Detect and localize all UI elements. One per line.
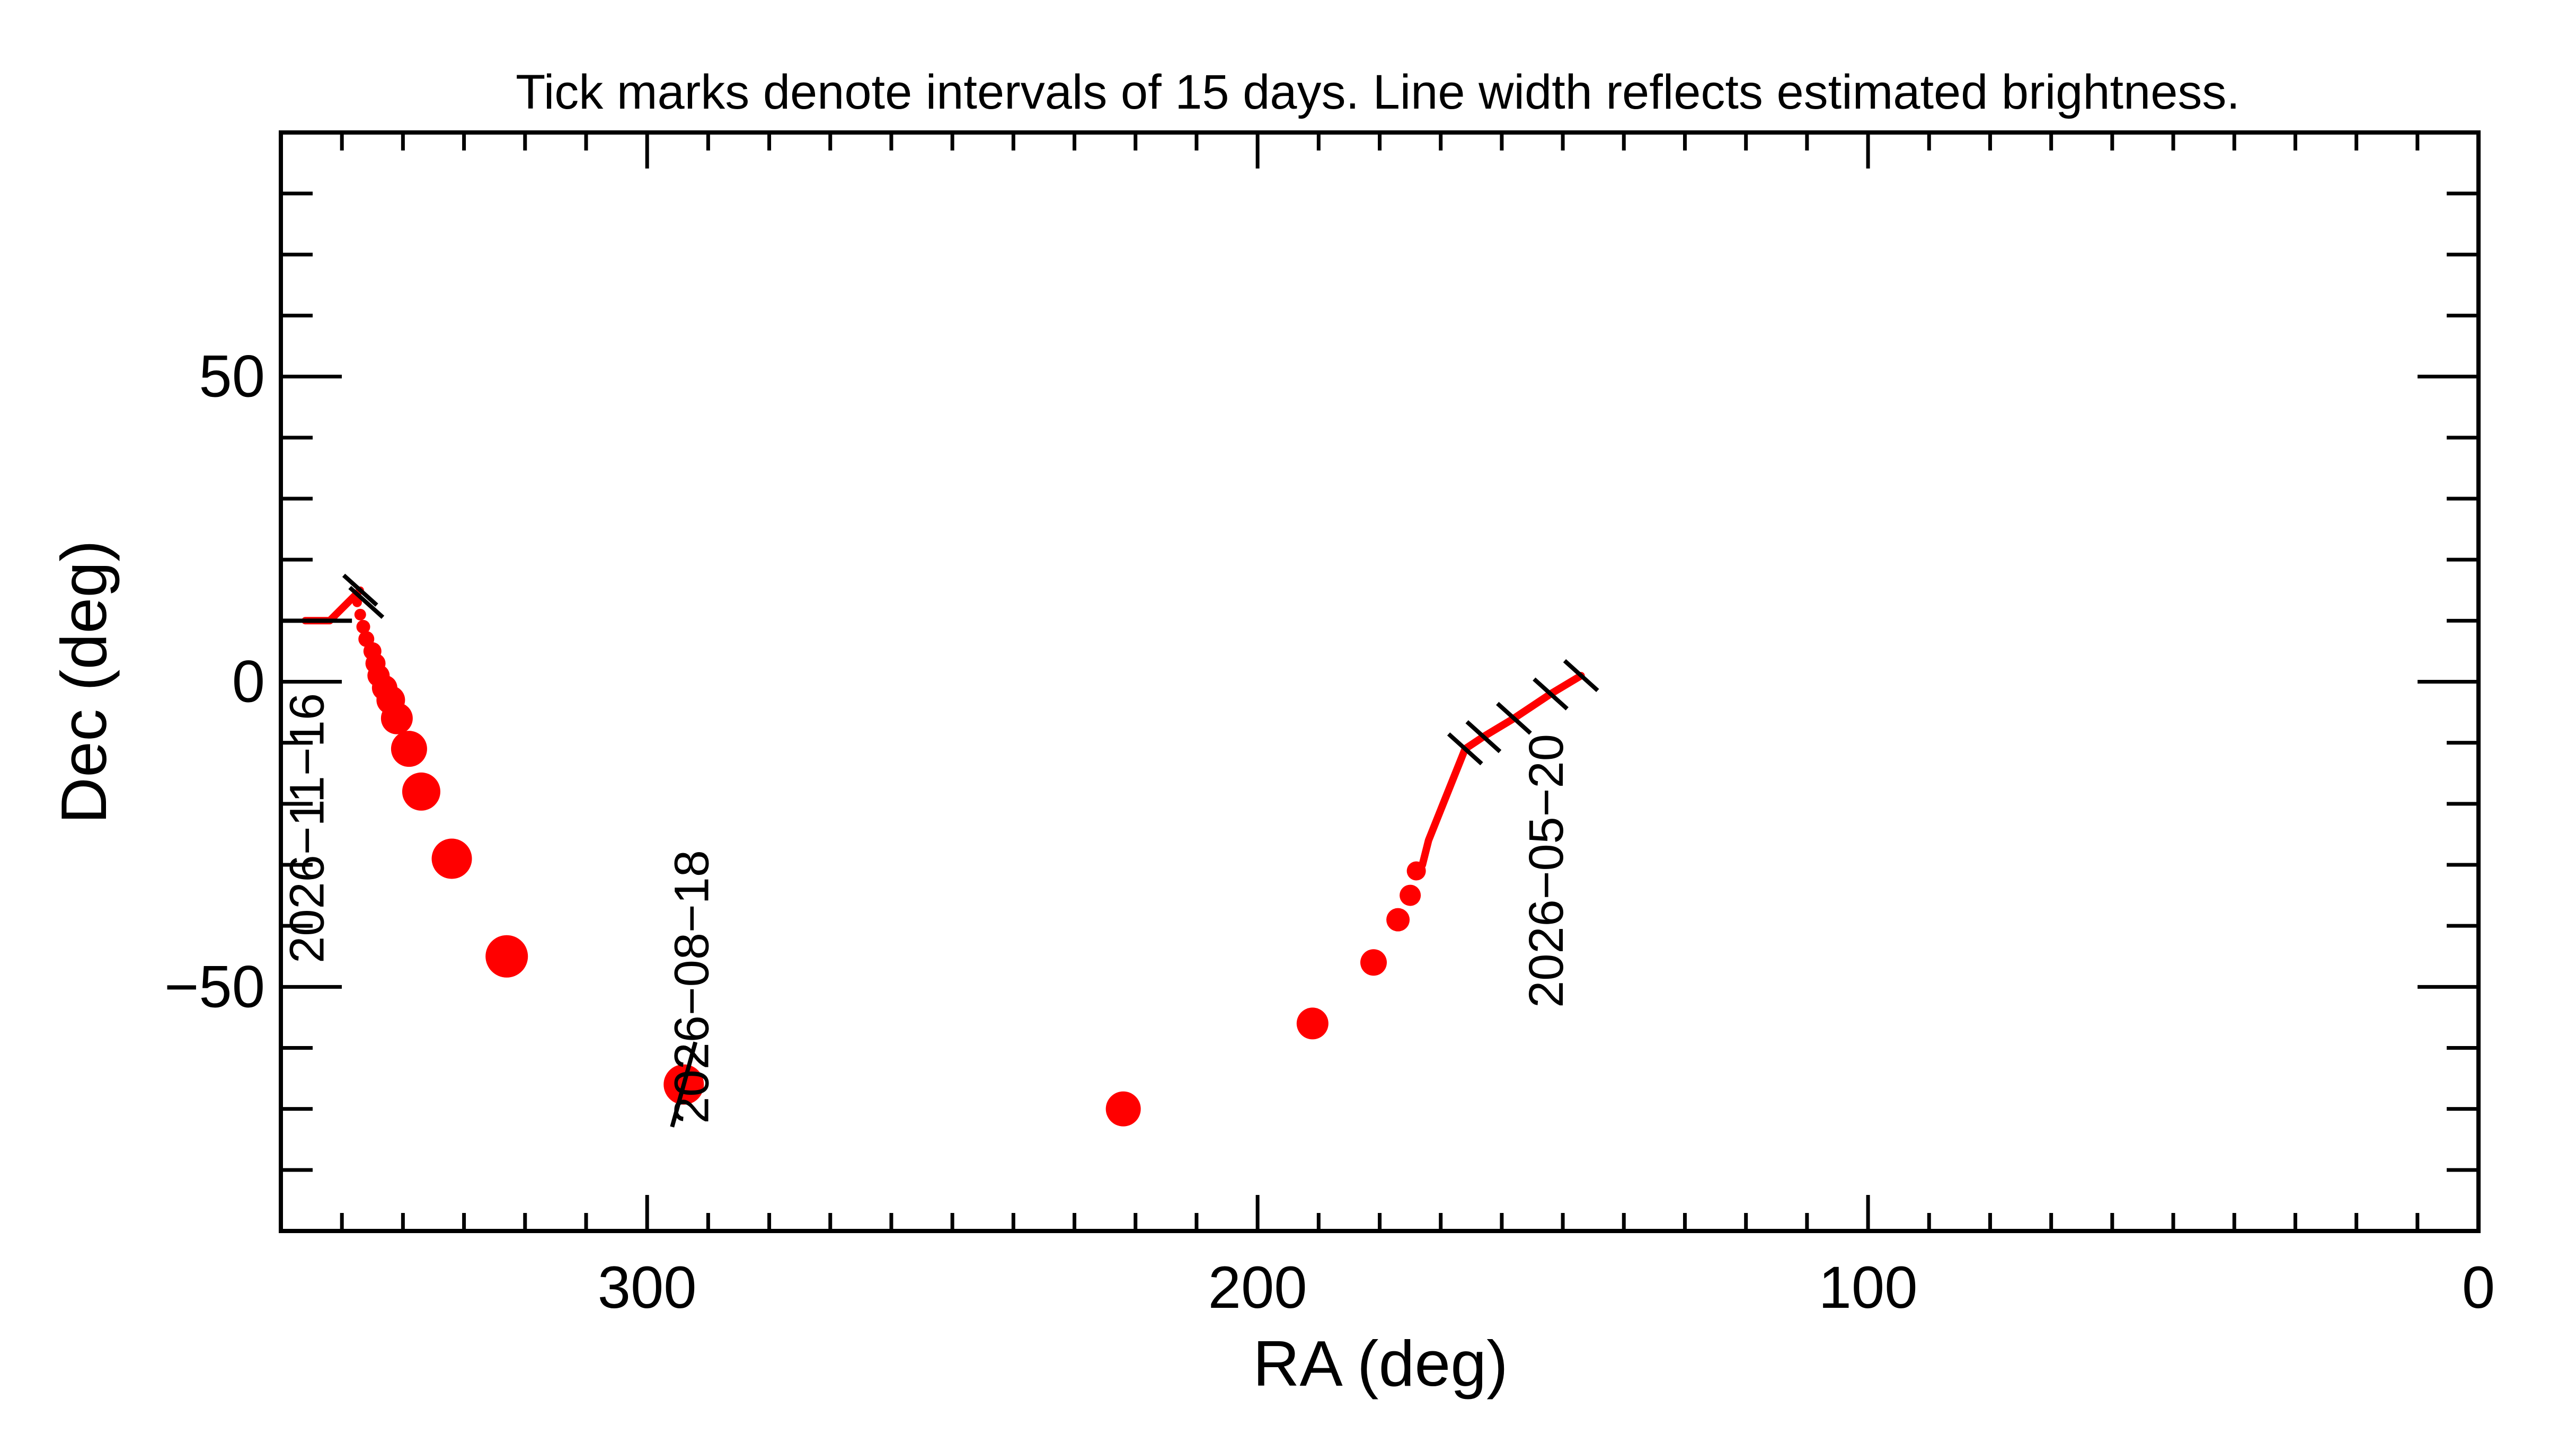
data-point — [1386, 908, 1410, 932]
data-point — [1296, 1007, 1329, 1040]
interval-tick — [348, 586, 385, 619]
interval-tick — [1533, 677, 1569, 711]
date-annotations: 2026−05−20 2026−08−18 2026−11−16 — [280, 693, 1574, 1124]
data-point — [1360, 949, 1387, 976]
minor-ticks — [281, 132, 2478, 1231]
data-point — [431, 838, 472, 879]
interval-tick — [1465, 720, 1502, 754]
interval-tick — [1496, 702, 1532, 735]
x-tick-label: 0 — [2462, 1254, 2495, 1321]
date-annotation: 2026−08−18 — [665, 850, 719, 1124]
interval-tick — [670, 1041, 698, 1128]
data-point — [352, 597, 362, 607]
y-tick-label: −50 — [164, 953, 265, 1020]
data-point — [1406, 861, 1426, 881]
data-point — [354, 608, 366, 621]
data-point — [391, 731, 427, 767]
y-axis-label: Dec (deg) — [48, 540, 120, 824]
data-point — [358, 631, 375, 647]
y-tick-label: 50 — [199, 343, 265, 410]
date-annotation: 2026−05−20 — [1519, 734, 1573, 1008]
track-line — [1419, 745, 1469, 869]
plot-frame — [279, 130, 2481, 1233]
x-axis-label: RA (deg) — [1253, 1327, 1508, 1399]
x-tick-labels: 300 200 100 0 — [598, 1254, 2495, 1321]
x-tick-label: 300 — [598, 1254, 697, 1321]
interval-tick — [1563, 659, 1599, 693]
interval-tick — [342, 573, 378, 607]
data-point — [356, 619, 370, 634]
data-point — [1105, 1091, 1141, 1127]
x-tick-label: 200 — [1208, 1254, 1307, 1321]
chart-title: Tick marks denote intervals of 15 days. … — [516, 65, 2240, 119]
data-point — [1400, 884, 1421, 906]
interval-tick — [1447, 732, 1483, 766]
y-tick-label: 0 — [232, 649, 265, 715]
data-point — [402, 772, 440, 811]
interval-tick-marks — [283, 573, 1599, 1128]
data-points — [352, 597, 1426, 1127]
y-tick-labels: 50 0 −50 — [164, 343, 265, 1020]
x-tick-label: 100 — [1819, 1254, 1918, 1321]
date-annotation: 2026−11−16 — [280, 693, 334, 963]
data-point — [485, 935, 528, 978]
